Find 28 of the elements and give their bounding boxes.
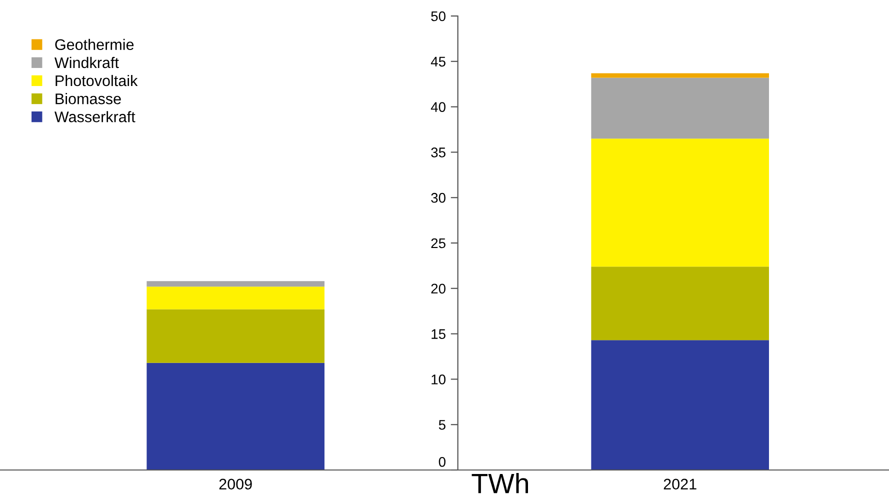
bar (146, 309, 324, 363)
bar (146, 362, 324, 470)
y-tick-label: 35 (431, 148, 446, 158)
y-tick-label: 15 (432, 329, 446, 339)
text: TWh (472, 472, 528, 494)
y-tick-label: 50 (431, 11, 446, 22)
y-tick-label: 10 (432, 374, 446, 384)
bar (591, 138, 769, 267)
y-tick-label: 0 (438, 457, 446, 467)
bar (591, 73, 769, 78)
y-tick-label: 40 (430, 102, 446, 112)
y-tick-label: 30 (431, 192, 446, 203)
legend-label: Photovoltaik (56, 74, 138, 86)
x-tick-label: 2021 (664, 478, 696, 490)
legend-label: Biomasse (56, 93, 121, 104)
legend-label: Windkraft (54, 56, 119, 68)
y-tick-label: 25 (431, 238, 446, 248)
y-tick-label: 5 (438, 420, 446, 430)
y-tick-label: 20 (431, 284, 446, 294)
legend-label: Geothermie (55, 38, 134, 50)
y-tick-label: 45 (430, 56, 446, 67)
bar (591, 340, 769, 470)
bar (591, 266, 769, 340)
x-tick-label: 2009 (219, 478, 252, 490)
bar (146, 286, 324, 310)
legend-label: Wasserkraft (54, 111, 136, 122)
bar (591, 78, 769, 139)
bar (146, 281, 324, 287)
